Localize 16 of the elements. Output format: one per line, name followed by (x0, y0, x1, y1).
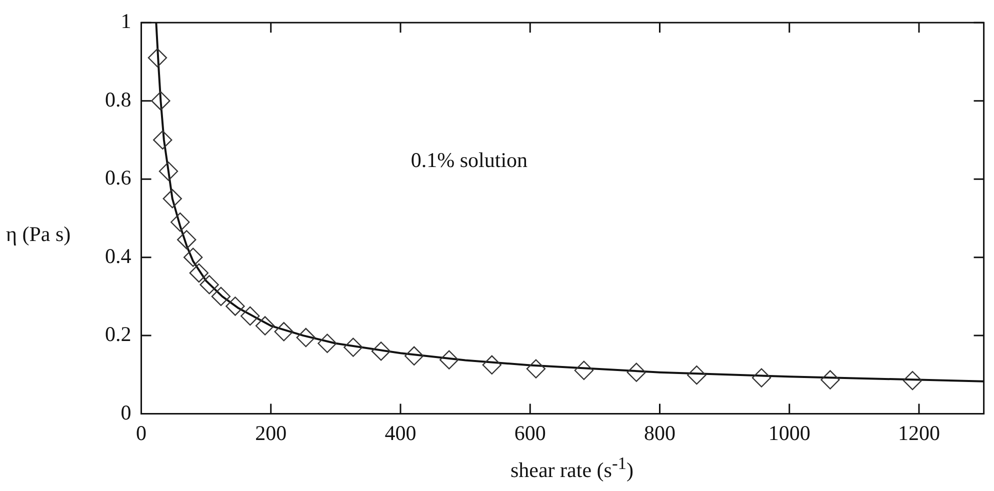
x-tick-label: 400 (384, 420, 416, 445)
x-tick-label: 200 (255, 420, 287, 445)
x-tick-label: 1200 (898, 420, 940, 445)
x-tick-label: 600 (514, 420, 546, 445)
x-tick-label: 0 (136, 420, 146, 445)
y-axis-title: η (Pa s) (6, 222, 71, 247)
x-tick-label: 800 (644, 420, 676, 445)
y-tick-label: 0.8 (105, 87, 132, 112)
y-tick-label: 0 (120, 400, 132, 424)
y-tick-label: 1 (120, 9, 132, 34)
y-tick-label: 0.4 (105, 244, 132, 268)
x-axis-title: shear rate (s$^{-1}$) (509, 453, 635, 483)
annotation: 0.1% solution (410, 148, 528, 173)
x-tick-label: 1000 (768, 420, 810, 445)
y-tick-label: 0.2 (105, 322, 132, 346)
y-tick-label: 0.6 (105, 166, 132, 190)
